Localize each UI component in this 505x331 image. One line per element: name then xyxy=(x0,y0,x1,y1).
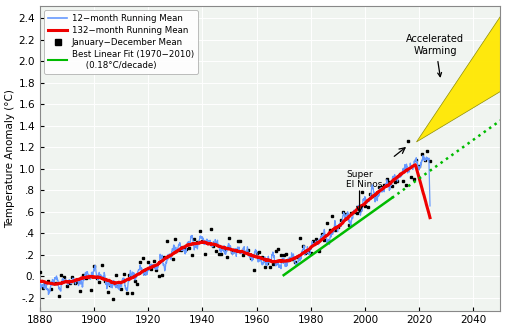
Y-axis label: Temperature Anomaly (°C): Temperature Anomaly (°C) xyxy=(6,89,16,227)
Legend: 12−month Running Mean, 132−month Running Mean, January−December Mean, Best Linea: 12−month Running Mean, 132−month Running… xyxy=(44,10,198,74)
Text: Accelerated
Warming: Accelerated Warming xyxy=(406,34,464,76)
Polygon shape xyxy=(416,16,499,142)
Text: Super
El Ninos: Super El Ninos xyxy=(345,170,382,189)
